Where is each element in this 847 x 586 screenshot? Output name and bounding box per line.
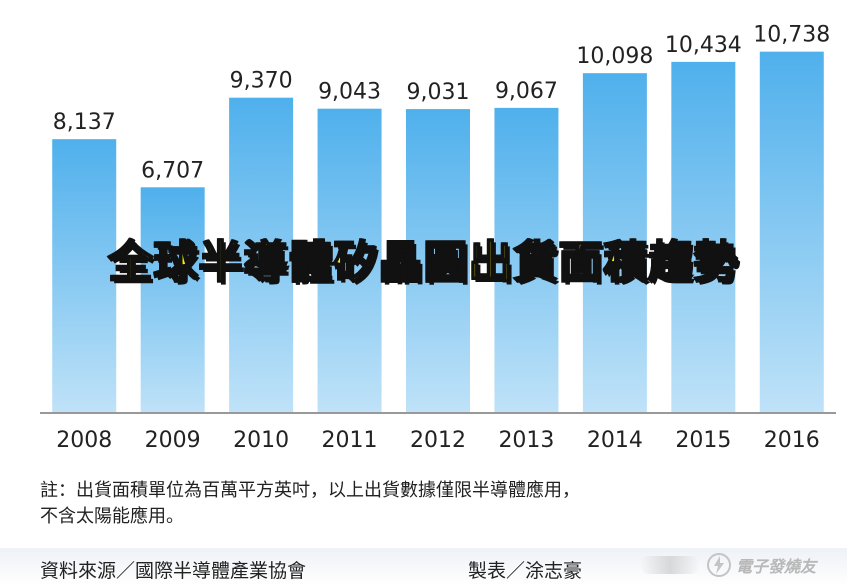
bar-chart: 8,137 2008 6,707 2009 9,370 2010 9,043 2011 9,03… xyxy=(40,23,836,453)
bar-2016 xyxy=(759,51,824,414)
bar-2011 xyxy=(317,108,382,414)
bar-2009 xyxy=(140,187,205,413)
bar-2012 xyxy=(406,109,470,413)
footnote-line-2: 不含太陽能應用。 xyxy=(40,506,184,527)
x-tick-label-2016: 2016 xyxy=(764,428,820,453)
chart-title: 全球半導體矽晶圓出貨面積趨勢 xyxy=(108,236,739,289)
value-label-2016: 10,738 xyxy=(753,23,830,48)
x-tick-label-2012: 2012 xyxy=(410,428,466,453)
bar-2014 xyxy=(582,73,647,413)
footer-bar xyxy=(0,548,847,586)
source-credit: 資料來源／國際半導體產業協會 xyxy=(40,560,307,582)
x-tick-label-2008: 2008 xyxy=(56,428,112,453)
value-label-2014: 10,098 xyxy=(576,44,653,69)
bar-2015 xyxy=(671,61,736,413)
value-label-2009: 6,707 xyxy=(141,158,204,183)
footnote-line-1: 註：出貨面積單位為百萬平方英吋，以上出貨數據僅限半導體應用， xyxy=(40,480,580,501)
x-tick-label-2015: 2015 xyxy=(675,428,731,453)
x-tick-label-2013: 2013 xyxy=(498,428,554,453)
maker-credit: 製表／涂志豪 xyxy=(468,560,583,582)
bar-2010 xyxy=(229,97,294,413)
bar-2013 xyxy=(494,107,559,414)
value-label-2008: 8,137 xyxy=(53,110,116,135)
value-label-2011: 9,043 xyxy=(318,80,381,105)
value-label-2013: 9,067 xyxy=(495,79,558,104)
x-tick-label-2009: 2009 xyxy=(145,428,201,453)
value-label-2012: 9,031 xyxy=(407,80,470,105)
bar-2008 xyxy=(52,139,117,414)
x-tick-label-2014: 2014 xyxy=(587,428,643,453)
footnote: 註：出貨面積單位為百萬平方英吋，以上出貨數據僅限半導體應用， 不含太陽能應用。 xyxy=(40,478,580,530)
value-label-2015: 10,434 xyxy=(665,33,742,58)
lightning-logo-icon xyxy=(707,553,731,577)
watermark: 電子發燒友 xyxy=(640,548,840,582)
x-tick-label-2011: 2011 xyxy=(322,428,378,453)
watermark-blur xyxy=(640,556,700,574)
x-tick-label-2010: 2010 xyxy=(233,428,289,453)
value-label-2010: 9,370 xyxy=(230,69,293,94)
watermark-text: 電子發燒友 xyxy=(736,557,817,576)
